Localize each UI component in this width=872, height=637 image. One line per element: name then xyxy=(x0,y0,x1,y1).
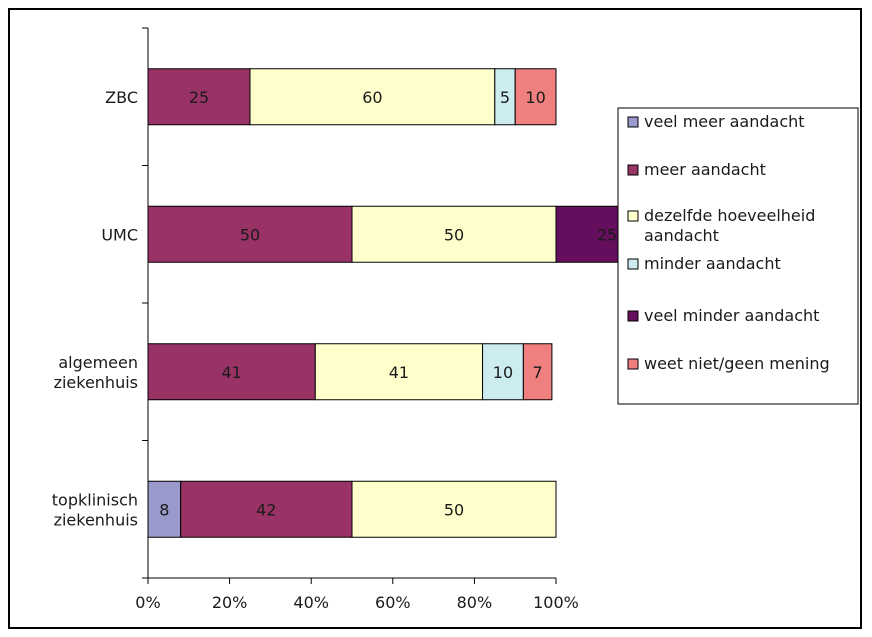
x-tick-label: 0% xyxy=(135,593,160,612)
bar-segment xyxy=(147,205,353,263)
legend-box xyxy=(617,107,859,405)
legend-swatch xyxy=(627,164,639,176)
legend-swatch xyxy=(627,310,639,322)
data-label: 10 xyxy=(525,88,545,107)
category-label: topklinisch xyxy=(52,490,138,509)
data-label: 25 xyxy=(189,88,209,107)
bar-segment xyxy=(351,205,557,263)
legend-label: minder aandacht xyxy=(644,254,781,273)
legend-label: veel meer aandacht xyxy=(644,112,805,131)
legend-label: dezelfde hoeveelheid xyxy=(644,206,815,225)
bar-segment xyxy=(147,343,316,401)
x-tick-label: 60% xyxy=(375,593,411,612)
legend-swatch xyxy=(627,210,639,222)
legend-label: veel minder aandacht xyxy=(644,306,819,325)
data-label: 41 xyxy=(389,363,409,382)
legend-swatch xyxy=(627,258,639,270)
data-label: 5 xyxy=(500,88,510,107)
x-tick-label: 80% xyxy=(457,593,493,612)
legend-label: weet niet/geen mening xyxy=(644,354,830,373)
data-label: 50 xyxy=(240,225,260,244)
data-label: 7 xyxy=(533,363,543,382)
data-label: 50 xyxy=(444,500,464,519)
data-label: 8 xyxy=(159,500,169,519)
category-label: ziekenhuis xyxy=(54,373,138,392)
category-label: ziekenhuis xyxy=(54,510,138,529)
legend-label: meer aandacht xyxy=(644,160,766,179)
data-label: 42 xyxy=(256,500,276,519)
bar-segment xyxy=(522,343,553,401)
data-label: 50 xyxy=(444,225,464,244)
x-tick-label: 40% xyxy=(293,593,329,612)
bar-segment xyxy=(249,68,496,126)
bar-segment xyxy=(147,68,251,126)
category-label: algemeen xyxy=(58,353,138,372)
legend-label: aandacht xyxy=(644,226,719,245)
bar-segment xyxy=(147,480,182,538)
data-label: 25 xyxy=(597,225,617,244)
legend-swatch xyxy=(627,116,639,128)
bar-segment xyxy=(314,343,484,401)
category-label: UMC xyxy=(101,225,138,244)
legend-swatch xyxy=(627,358,639,370)
bar-segment xyxy=(180,480,353,538)
data-label: 41 xyxy=(221,363,241,382)
data-label: 60 xyxy=(362,88,382,107)
category-label: ZBC xyxy=(105,88,138,107)
bar-segment xyxy=(482,343,524,401)
x-tick-label: 20% xyxy=(212,593,248,612)
data-label: 10 xyxy=(493,363,513,382)
bar-segment xyxy=(351,480,557,538)
x-tick-label: 100% xyxy=(533,593,579,612)
bar-segment xyxy=(514,68,557,126)
